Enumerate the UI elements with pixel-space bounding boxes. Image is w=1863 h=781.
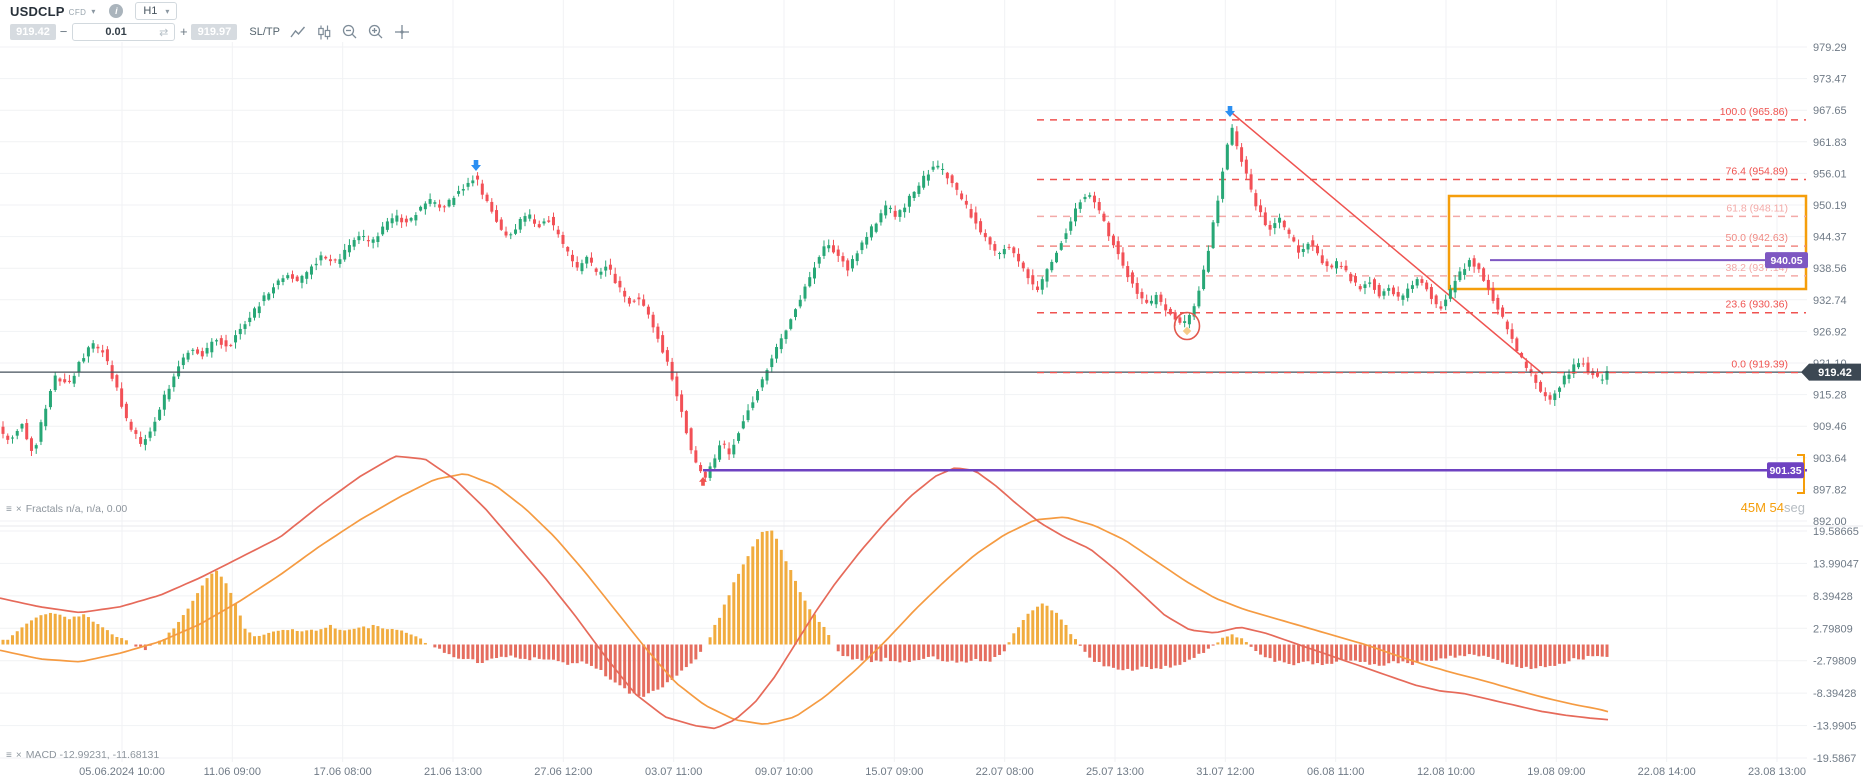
line-chart-icon[interactable] <box>290 25 306 40</box>
svg-text:973.47: 973.47 <box>1813 74 1847 86</box>
zoom-in-icon[interactable] <box>368 24 384 40</box>
svg-text:926.92: 926.92 <box>1813 326 1847 338</box>
svg-text:06.08 11:00: 06.08 11:00 <box>1307 766 1364 778</box>
svg-text:-2.79809: -2.79809 <box>1813 656 1856 668</box>
volume-value: 0.01 <box>105 26 127 38</box>
market-type-label: CFD <box>68 7 87 17</box>
svg-text:0.0 (919.39): 0.0 (919.39) <box>1731 358 1788 370</box>
candlestick-type-icon[interactable] <box>316 25 332 40</box>
svg-text:61.8 (948.11): 61.8 (948.11) <box>1726 202 1788 214</box>
svg-text:8.39428: 8.39428 <box>1813 591 1853 603</box>
macd-settings-icon[interactable]: ≡ <box>6 749 12 761</box>
svg-text:21.06 13:00: 21.06 13:00 <box>424 766 482 778</box>
svg-text:950.19: 950.19 <box>1813 200 1847 212</box>
zoom-out-icon[interactable] <box>342 24 358 40</box>
order-row: 919.42 − 0.01 ⇄ + 919.97 SL/TP <box>10 23 410 41</box>
svg-text:09.07 10:00: 09.07 10:00 <box>755 766 813 778</box>
time-axis[interactable] <box>0 763 1863 781</box>
svg-text:22.07 08:00: 22.07 08:00 <box>976 766 1034 778</box>
svg-text:19.08 09:00: 19.08 09:00 <box>1527 766 1585 778</box>
svg-text:17.06 08:00: 17.06 08:00 <box>314 766 372 778</box>
svg-text:50.0 (942.63): 50.0 (942.63) <box>1726 232 1788 244</box>
svg-text:956.01: 956.01 <box>1813 168 1847 180</box>
symbol-name[interactable]: USDCLP <box>10 3 65 19</box>
volume-input[interactable]: 0.01 ⇄ <box>72 23 176 41</box>
svg-text:-19.5867: -19.5867 <box>1813 753 1856 765</box>
crosshair-move-icon[interactable] <box>394 24 410 40</box>
svg-text:31.07 12:00: 31.07 12:00 <box>1196 766 1254 778</box>
svg-text:13.99047: 13.99047 <box>1813 558 1859 570</box>
macd-close-icon[interactable]: × <box>15 749 22 761</box>
svg-text:979.29: 979.29 <box>1813 42 1847 54</box>
fractals-close-icon[interactable]: × <box>15 503 22 515</box>
svg-text:897.82: 897.82 <box>1813 484 1847 496</box>
svg-text:15.07 09:00: 15.07 09:00 <box>865 766 923 778</box>
svg-text:05.06.2024 10:00: 05.06.2024 10:00 <box>79 766 165 778</box>
svg-text:-8.39428: -8.39428 <box>1813 688 1856 700</box>
macd-indicator-label: MACD -12.99231, -11.68131 <box>25 749 160 761</box>
svg-text:22.08 14:00: 22.08 14:00 <box>1638 766 1696 778</box>
volume-decrease-button[interactable]: − <box>57 25 70 39</box>
fractals-settings-icon[interactable]: ≡ <box>6 503 12 515</box>
svg-text:100.0 (965.86): 100.0 (965.86) <box>1720 106 1788 118</box>
svg-text:12.08 10:00: 12.08 10:00 <box>1417 766 1475 778</box>
svg-text:967.65: 967.65 <box>1813 105 1847 117</box>
svg-text:940.05: 940.05 <box>1770 255 1802 267</box>
sell-price-button[interactable]: 919.42 <box>10 24 56 40</box>
svg-text:909.46: 909.46 <box>1813 421 1847 433</box>
svg-text:919.42: 919.42 <box>1818 367 1852 379</box>
svg-text:19.58665: 19.58665 <box>1813 526 1859 538</box>
svg-text:76.4 (954.89): 76.4 (954.89) <box>1726 165 1788 177</box>
svg-text:892.00: 892.00 <box>1813 516 1847 528</box>
timeframe-select[interactable]: H1 ▾ <box>135 2 178 20</box>
fractals-indicator-label: Fractals n/a, n/a, 0.00 <box>25 503 128 515</box>
price-axis[interactable] <box>1808 0 1863 762</box>
timeframe-caret-icon: ▾ <box>165 7 170 16</box>
svg-text:901.35: 901.35 <box>1769 465 1801 477</box>
candle-countdown: 45M 54seg <box>1741 500 1805 515</box>
fractals-indicator-row: ≡ × Fractals n/a, n/a, 0.00 <box>6 503 127 515</box>
info-icon[interactable]: i <box>109 4 124 18</box>
svg-text:03.07 11:00: 03.07 11:00 <box>645 766 702 778</box>
svg-text:23.08 13:00: 23.08 13:00 <box>1748 766 1806 778</box>
svg-text:2.79809: 2.79809 <box>1813 623 1853 635</box>
countdown-unit: seg <box>1784 500 1805 515</box>
swap-units-icon[interactable]: ⇄ <box>159 26 169 39</box>
symbol-caret-icon[interactable]: ▾ <box>91 7 96 16</box>
svg-text:25.07 13:00: 25.07 13:00 <box>1086 766 1144 778</box>
svg-text:961.83: 961.83 <box>1813 137 1847 149</box>
svg-text:-13.9905: -13.9905 <box>1813 721 1856 733</box>
buy-price-button[interactable]: 919.97 <box>191 24 238 40</box>
macd-indicator-row: ≡ × MACD -12.99231, -11.68131 <box>6 749 159 761</box>
timeframe-value: H1 <box>143 5 158 17</box>
sltp-button[interactable]: SL/TP <box>249 26 280 38</box>
svg-text:932.74: 932.74 <box>1813 295 1847 307</box>
countdown-time: 45M 54 <box>1740 500 1785 515</box>
svg-text:27.06 12:00: 27.06 12:00 <box>534 766 592 778</box>
svg-text:903.64: 903.64 <box>1813 453 1847 465</box>
volume-increase-button[interactable]: + <box>177 25 190 39</box>
symbol-row: USDCLP CFD ▾ i H1 ▾ <box>10 2 410 20</box>
chart-toolbar: USDCLP CFD ▾ i H1 ▾ 919.42 − 0.01 ⇄ + 91… <box>10 2 410 41</box>
svg-text:938.56: 938.56 <box>1813 263 1847 275</box>
svg-text:915.28: 915.28 <box>1813 390 1847 402</box>
svg-text:944.37: 944.37 <box>1813 232 1847 244</box>
svg-text:11.06 09:00: 11.06 09:00 <box>204 766 261 778</box>
svg-text:23.6 (930.36): 23.6 (930.36) <box>1726 299 1788 311</box>
